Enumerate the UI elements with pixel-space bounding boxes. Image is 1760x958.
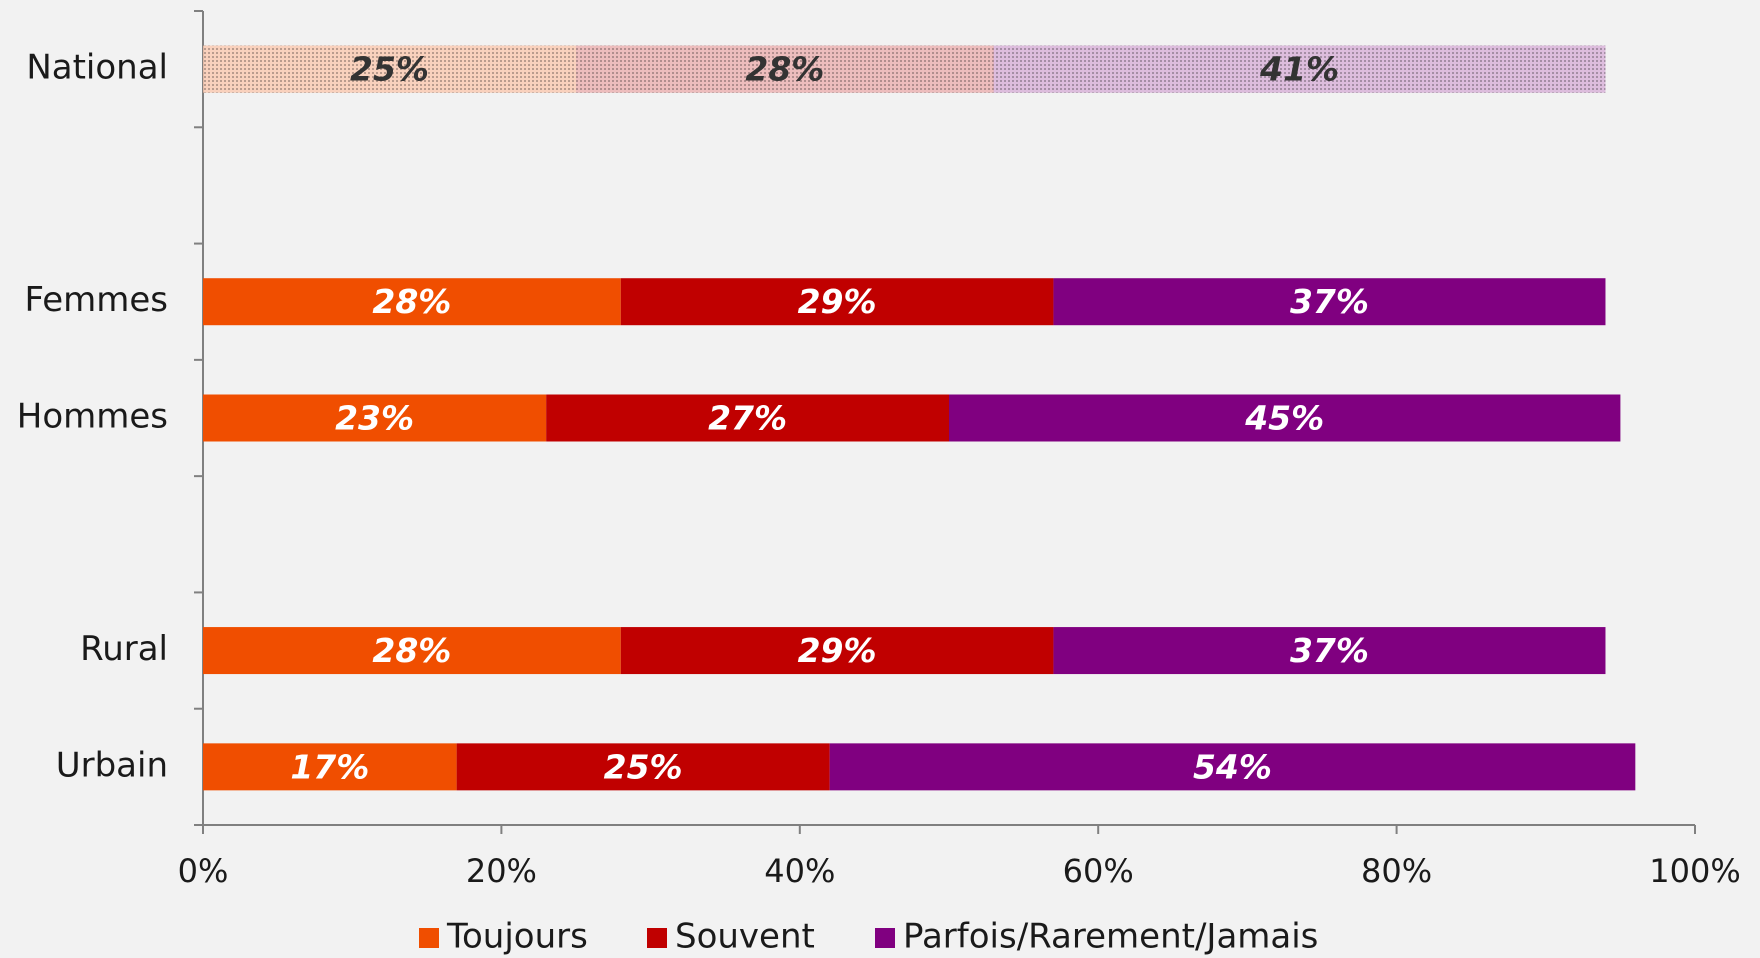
x-tick-label: 80% bbox=[1361, 852, 1432, 890]
bar-segment bbox=[456, 743, 830, 791]
category-label: Urbain bbox=[56, 745, 168, 785]
bar-segment bbox=[546, 394, 949, 442]
x-tick-label: 20% bbox=[466, 852, 537, 890]
data-label: 25% bbox=[350, 50, 429, 89]
data-label: 29% bbox=[798, 282, 877, 321]
category-label: Femmes bbox=[25, 280, 169, 320]
bar-segment bbox=[203, 743, 457, 791]
data-label: 23% bbox=[335, 399, 414, 438]
bar-segment bbox=[203, 627, 621, 675]
data-label: 29% bbox=[798, 631, 877, 670]
bar-segment bbox=[620, 627, 1054, 675]
bar-segment bbox=[1053, 278, 1606, 326]
x-tick-label: 0% bbox=[178, 852, 229, 890]
data-label: 25% bbox=[604, 747, 683, 786]
x-tick-label: 40% bbox=[764, 852, 835, 890]
data-label: 54% bbox=[1193, 747, 1272, 786]
legend-swatch bbox=[419, 928, 439, 948]
bar-pattern bbox=[993, 45, 1606, 93]
bar-pattern bbox=[203, 45, 576, 93]
legend-label: Parfois/Rarement/Jamais bbox=[903, 917, 1318, 957]
data-label: 45% bbox=[1244, 399, 1324, 438]
category-label: Hommes bbox=[17, 397, 168, 437]
data-label: 28% bbox=[745, 50, 824, 89]
bar-segment bbox=[203, 278, 621, 326]
legend-label: Toujours bbox=[446, 917, 588, 957]
bar-pattern bbox=[576, 45, 994, 93]
category-label: National bbox=[26, 48, 168, 88]
bar-segment bbox=[203, 394, 547, 442]
bar-segment bbox=[1053, 627, 1606, 675]
bar-segment bbox=[620, 278, 1054, 326]
bar-segment bbox=[829, 743, 1636, 791]
x-tick-label: 100% bbox=[1649, 852, 1740, 890]
legend-swatch bbox=[875, 928, 895, 948]
legend-label: Souvent bbox=[675, 917, 815, 957]
data-label: 27% bbox=[708, 399, 787, 438]
data-label: 28% bbox=[372, 282, 451, 321]
bar-segment bbox=[949, 394, 1621, 442]
plot-area: 0% 20% 40% 60% 80% 100% National 25% 28% 41% Femme… bbox=[17, 10, 1741, 957]
legend-swatch bbox=[647, 928, 667, 948]
x-tick-label: 60% bbox=[1063, 852, 1134, 890]
category-label: Rural bbox=[80, 629, 168, 669]
data-label: 28% bbox=[372, 631, 451, 670]
data-label: 37% bbox=[1290, 282, 1369, 321]
data-label: 17% bbox=[290, 747, 369, 786]
data-label: 41% bbox=[1259, 50, 1339, 89]
data-label: 37% bbox=[1290, 631, 1369, 670]
